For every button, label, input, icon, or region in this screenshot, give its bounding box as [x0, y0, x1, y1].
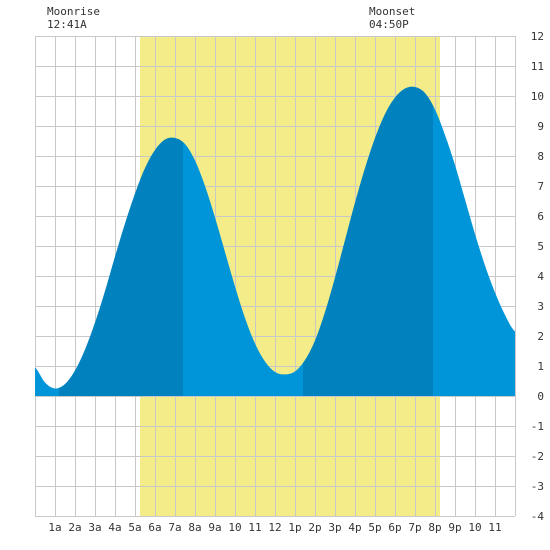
y-tick-label: 12: [531, 30, 544, 43]
x-tick-label: 8a: [188, 521, 201, 534]
x-tick-label: 5p: [368, 521, 381, 534]
x-tick-label: 6p: [388, 521, 401, 534]
y-tick-label: 5: [537, 240, 544, 253]
x-tick-label: 3p: [328, 521, 341, 534]
moonrise-time: 12:41A: [47, 18, 87, 31]
moonset-time: 04:50P: [369, 18, 409, 31]
y-tick-label: 8: [537, 150, 544, 163]
x-tick-label: 8p: [428, 521, 441, 534]
x-tick-label: 12: [268, 521, 281, 534]
y-tick-label: 10: [531, 90, 544, 103]
x-tick-label: 7a: [168, 521, 181, 534]
x-tick-label: 1p: [288, 521, 301, 534]
tide-falling-segment: [35, 367, 59, 396]
x-tick-label: 9p: [448, 521, 461, 534]
y-tick-label: -4: [531, 510, 545, 523]
x-tick-label: 11: [248, 521, 261, 534]
y-tick-label: 6: [537, 210, 544, 223]
moonrise-label: Moonrise: [47, 5, 100, 18]
x-tick-label: 7p: [408, 521, 421, 534]
x-tick-label: 2p: [308, 521, 321, 534]
x-tick-label: 4a: [108, 521, 121, 534]
x-tick-label: 1a: [48, 521, 61, 534]
tide-rising-segment: [303, 86, 433, 397]
y-tick-label: 11: [531, 60, 544, 73]
x-tick-label: 5a: [128, 521, 141, 534]
x-tick-label: 3a: [88, 521, 101, 534]
y-tick-label: 7: [537, 180, 544, 193]
y-tick-label: -2: [531, 450, 544, 463]
tide-rising-segment: [59, 137, 183, 396]
y-tick-label: 4: [537, 270, 544, 283]
y-tick-label: 1: [537, 360, 544, 373]
x-axis-ticks: 1a 2a 3a 4a 5a 6a 7a 8a 9a 10 11 12 1p 2p 3p 4p 5p 6p 7p 8p…: [48, 521, 501, 534]
y-tick-label: 9: [537, 120, 544, 133]
tide-falling-segment: [433, 105, 515, 397]
moonset-label: Moonset: [369, 5, 416, 18]
x-tick-label: 11: [488, 521, 501, 534]
tide-area: [35, 86, 515, 397]
x-tick-label: 4p: [348, 521, 361, 534]
x-tick-label: 6a: [148, 521, 161, 534]
x-tick-label: 10: [468, 521, 481, 534]
y-tick-label: -3: [531, 480, 544, 493]
x-tick-label: 2a: [68, 521, 81, 534]
x-tick-label: 9a: [208, 521, 221, 534]
y-tick-label: -1: [531, 420, 544, 433]
y-tick-label: 3: [537, 300, 544, 313]
y-tick-label: 2: [537, 330, 544, 343]
y-tick-label: 0: [537, 390, 544, 403]
tide-falling-segment: [183, 142, 303, 396]
x-tick-label: 10: [228, 521, 241, 534]
